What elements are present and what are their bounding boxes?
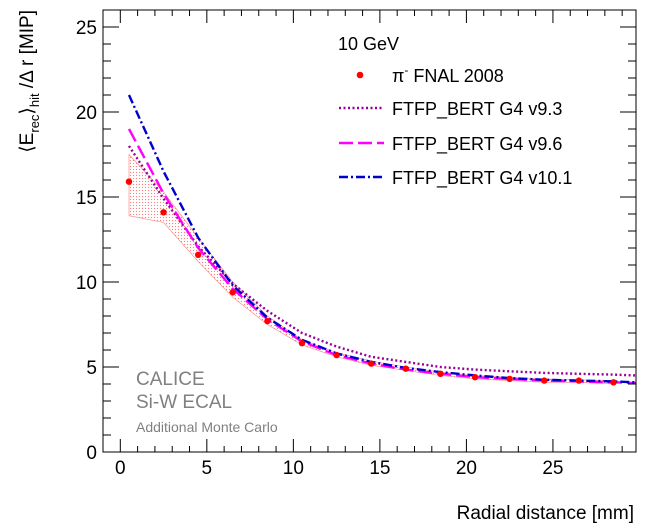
- legend-label-data-sup: -: [404, 63, 408, 77]
- y-tick-label: 0: [86, 443, 97, 464]
- data-point: [471, 374, 479, 381]
- data-point: [437, 370, 444, 377]
- y-axis-title-sub-hit: hit: [27, 93, 42, 107]
- data-point: [368, 360, 375, 367]
- legend-label-data-pi: π: [392, 66, 404, 86]
- y-axis-title-open: ⟨E: [17, 133, 38, 153]
- y-axis-title-close: ⟩: [17, 107, 38, 114]
- x-axis-title: Radial distance [mm]: [457, 503, 634, 524]
- y-tick-label: 25: [76, 18, 97, 39]
- y-axis-title-sub-rec: rec: [27, 114, 42, 133]
- y-tick-label: 15: [76, 188, 97, 209]
- y-axis-tick-labels: 0 5 10 15 20 25: [76, 18, 97, 464]
- data-point: [264, 317, 271, 325]
- data-systematic-band: [128, 153, 614, 385]
- y-tick-label: 10: [76, 273, 97, 294]
- legend-label-v101: FTFP_BERT G4 v10.1: [392, 168, 572, 189]
- data-point: [229, 289, 236, 296]
- y-axis-title-rest: /Δ r [MIP]: [17, 10, 38, 93]
- x-tick-label: 10: [283, 458, 304, 479]
- legend-energy-label: 10 GeV: [338, 34, 399, 54]
- legend-label-v93: FTFP_BERT G4 v9.3: [392, 99, 562, 120]
- annotation-ecal: Si-W ECAL: [136, 392, 232, 413]
- data-points: [125, 178, 617, 386]
- data-point: [506, 375, 513, 383]
- legend-label-v96: FTFP_BERT G4 v9.6: [392, 134, 562, 155]
- data-point: [402, 365, 410, 372]
- y-axis-title: ⟨Erec⟩hit /Δ r [MIP]: [17, 10, 42, 153]
- sim-curve-v93: [127, 145, 636, 377]
- sim-curve-v101: [127, 94, 636, 384]
- y-tick-label: 20: [76, 103, 97, 124]
- data-point: [575, 377, 583, 384]
- legend-marker-data: [356, 71, 364, 79]
- data-point: [610, 379, 617, 386]
- data-point: [125, 178, 133, 185]
- simulation-curves: [127, 94, 636, 385]
- data-point: [194, 251, 202, 258]
- y-axis-ticks: [103, 9, 636, 453]
- data-point: [541, 377, 548, 384]
- x-tick-label: 25: [542, 458, 563, 479]
- x-axis-ticks: [102, 10, 623, 452]
- x-tick-label: 0: [115, 458, 126, 479]
- x-tick-label: 15: [369, 458, 390, 479]
- x-tick-label: 5: [202, 458, 213, 479]
- data-point: [333, 351, 340, 359]
- annotation-monte-carlo: Additional Monte Carlo: [136, 419, 278, 435]
- annotation-calice: CALICE: [136, 369, 205, 390]
- calice-annotation: CALICE Si-W ECAL Additional Monte Carlo: [136, 369, 278, 435]
- legend-label-data: π- FNAL 2008: [392, 63, 504, 86]
- x-tick-label: 20: [456, 458, 477, 479]
- y-tick-label: 5: [86, 358, 97, 379]
- data-point: [298, 340, 306, 347]
- sim-curve-v96: [127, 128, 636, 385]
- data-point: [160, 209, 167, 216]
- x-axis-tick-labels: 0 5 10 15 20 25: [115, 458, 563, 479]
- legend-label-data-rest: FNAL 2008: [408, 66, 503, 86]
- legend: 10 GeV π- FNAL 2008 FTFP_BERT G4 v9.3 FT…: [338, 34, 572, 189]
